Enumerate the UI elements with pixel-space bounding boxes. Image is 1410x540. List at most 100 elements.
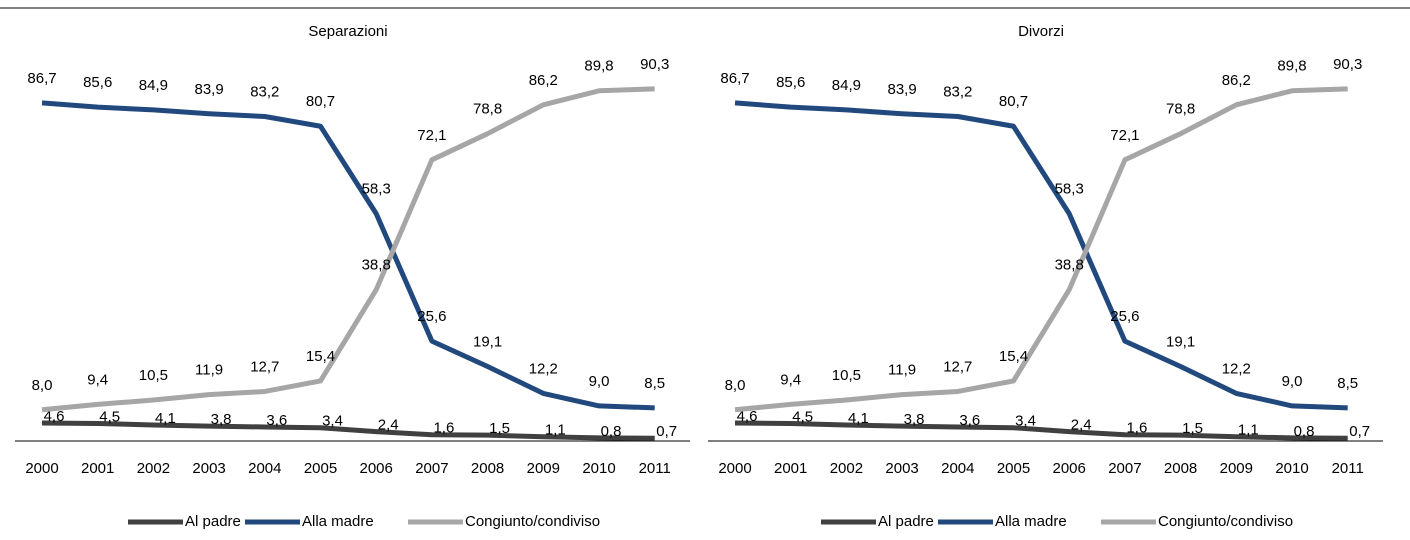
data-label: 38,8: [362, 257, 391, 274]
data-label: 80,7: [999, 93, 1028, 110]
data-label: 15,4: [999, 348, 1028, 365]
x-tick-label: 2001: [774, 460, 807, 477]
legend-label: Alla madre: [995, 513, 1067, 530]
data-label: 90,3: [640, 56, 669, 73]
data-label: 38,8: [1055, 257, 1084, 274]
x-tick-label: 2007: [1108, 460, 1141, 477]
data-label: 10,5: [832, 367, 861, 384]
data-label: 86,7: [720, 70, 749, 87]
data-label: 11,9: [888, 362, 916, 379]
data-label: 58,3: [1055, 181, 1084, 198]
data-label: 80,7: [306, 93, 335, 110]
data-label: 3,6: [266, 412, 287, 429]
series-line: [734, 86, 1348, 413]
data-label: 9,0: [1282, 373, 1303, 390]
x-tick-label: 2011: [1332, 460, 1364, 477]
data-label: 8,0: [725, 377, 746, 394]
data-label: 15,4: [306, 348, 335, 365]
data-label: 8,5: [1337, 375, 1358, 392]
x-tick-label: 2005: [304, 460, 337, 477]
x-tick-label: 2002: [137, 460, 170, 477]
data-label: 84,9: [139, 77, 168, 94]
x-tick-label: 2003: [885, 460, 918, 477]
data-label: 2,4: [378, 417, 399, 434]
data-label: 78,8: [473, 101, 502, 118]
data-label: 4,5: [792, 408, 813, 425]
data-label: 4,6: [737, 408, 758, 425]
data-label: 1,5: [489, 420, 510, 437]
data-label: 58,3: [362, 181, 391, 198]
series-line: [41, 420, 655, 441]
x-tick-label: 2001: [81, 460, 114, 477]
data-label: 1,6: [1126, 420, 1147, 437]
x-tick-label: 2009: [1220, 460, 1253, 477]
data-label: 4,1: [848, 410, 869, 427]
x-tick-label: 2006: [360, 460, 393, 477]
data-label: 8,5: [644, 375, 665, 392]
data-label: 89,8: [1277, 58, 1306, 75]
data-label: 9,4: [780, 371, 801, 388]
data-label: 1,6: [433, 420, 454, 437]
x-tick-label: 2010: [1275, 460, 1308, 477]
data-label: 72,1: [417, 127, 446, 144]
data-label: 83,2: [943, 83, 972, 100]
data-label: 85,6: [776, 74, 805, 91]
data-label: 0,8: [1294, 423, 1315, 440]
x-tick-label: 2007: [415, 460, 448, 477]
x-tick-label: 2008: [1164, 460, 1197, 477]
chart-title: Divorzi: [1018, 23, 1064, 40]
x-tick-label: 2006: [1053, 460, 1086, 477]
data-label: 19,1: [1166, 333, 1195, 350]
data-label: 3,8: [211, 411, 232, 428]
legend-label: Al padre: [185, 513, 241, 530]
data-label: 10,5: [139, 367, 168, 384]
data-label: 9,0: [589, 373, 610, 390]
data-label: 0,8: [601, 423, 622, 440]
x-tick-label: 2003: [192, 460, 225, 477]
data-label: 0,7: [1349, 423, 1370, 440]
data-label: 8,0: [32, 377, 53, 394]
data-label: 25,6: [1110, 308, 1139, 325]
data-label: 86,2: [529, 72, 558, 89]
chart-title: Separazioni: [308, 23, 387, 40]
series-line: [734, 420, 1348, 441]
data-label: 19,1: [473, 333, 502, 350]
data-label: 1,1: [1238, 422, 1259, 439]
data-label: 11,9: [195, 362, 223, 379]
x-tick-label: 2005: [997, 460, 1030, 477]
legend-label: Congiunto/condiviso: [1158, 513, 1293, 530]
data-label: 4,1: [155, 410, 176, 427]
data-label: 89,8: [584, 58, 613, 75]
series-line: [734, 100, 1348, 411]
data-label: 1,5: [1182, 420, 1203, 437]
x-tick-label: 2000: [718, 460, 751, 477]
data-label: 25,6: [417, 308, 446, 325]
data-label: 12,7: [250, 358, 279, 375]
legend-label: Congiunto/condiviso: [465, 513, 600, 530]
x-tick-label: 2008: [471, 460, 504, 477]
data-label: 78,8: [1166, 101, 1195, 118]
x-tick-label: 2000: [25, 460, 58, 477]
data-label: 83,9: [194, 81, 223, 98]
data-label: 72,1: [1110, 127, 1139, 144]
data-label: 86,7: [27, 70, 56, 87]
legend-label: Al padre: [878, 513, 934, 530]
data-label: 85,6: [83, 74, 112, 91]
data-label: 12,7: [943, 358, 972, 375]
x-tick-label: 2011: [639, 460, 671, 477]
legend-label: Alla madre: [302, 513, 374, 530]
x-tick-label: 2010: [582, 460, 615, 477]
data-label: 0,7: [656, 423, 677, 440]
data-label: 1,1: [545, 422, 566, 439]
x-tick-label: 2009: [527, 460, 560, 477]
data-label: 3,6: [959, 412, 980, 429]
data-label: 83,9: [887, 81, 916, 98]
data-label: 2,4: [1071, 417, 1092, 434]
data-label: 3,4: [1015, 413, 1036, 430]
data-label: 86,2: [1222, 72, 1251, 89]
data-label: 3,4: [322, 413, 343, 430]
data-label: 83,2: [250, 83, 279, 100]
data-label: 84,9: [832, 77, 861, 94]
data-label: 4,6: [44, 408, 65, 425]
